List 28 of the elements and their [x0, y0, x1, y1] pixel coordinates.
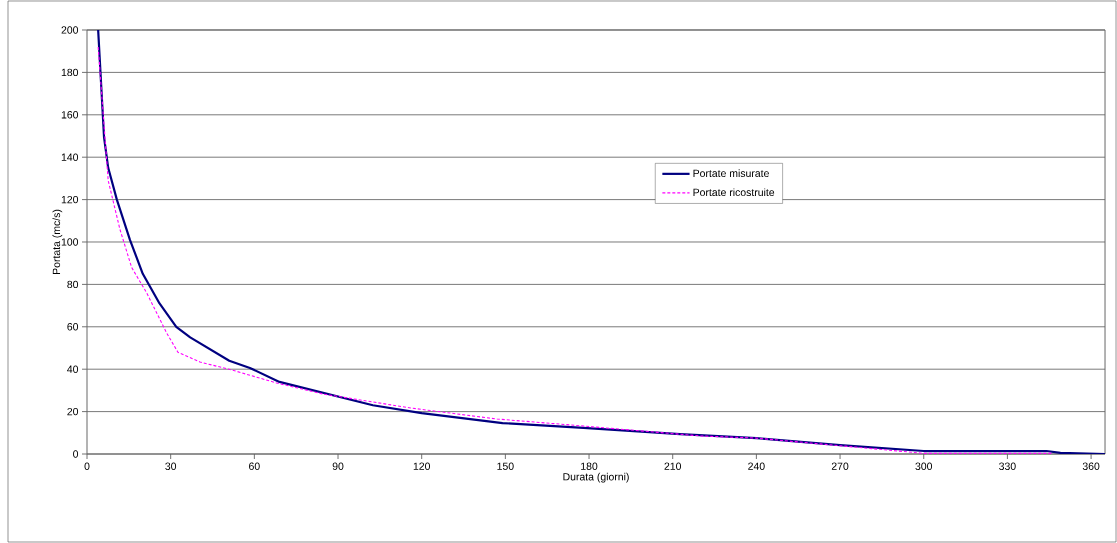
x-tick-label: 120 — [413, 462, 431, 470]
x-tick-label: 240 — [748, 462, 765, 470]
y-tick-label: 0 — [73, 450, 79, 458]
x-tick-label: 300 — [915, 462, 933, 470]
y-tick-label: 60 — [67, 323, 79, 331]
x-tick-label: 60 — [249, 462, 260, 470]
x-tick-label: 150 — [497, 462, 514, 470]
legend-label: Portate ricostruite — [693, 188, 775, 197]
y-tick-label: 20 — [67, 407, 79, 416]
y-tick-label: 100 — [61, 238, 79, 246]
x-axis-title: Durata (giorni) — [563, 472, 629, 483]
y-tick-label: 80 — [67, 280, 79, 289]
legend-label: Portate misurate — [693, 169, 769, 178]
x-tick-label: 330 — [999, 462, 1016, 470]
y-tick-label: 160 — [61, 111, 79, 119]
y-tick-label: 120 — [61, 195, 79, 204]
x-tick-label: 0 — [84, 462, 90, 470]
y-axis-title: Portata (mc/s) — [52, 209, 63, 274]
y-tick-label: 200 — [61, 26, 79, 34]
y-tick-label: 140 — [61, 153, 79, 161]
x-tick-label: 210 — [664, 462, 682, 470]
y-tick-label: 40 — [67, 365, 79, 373]
y-tick-label: 180 — [61, 68, 79, 77]
x-tick-label: 180 — [581, 462, 598, 470]
x-tick-label: 270 — [831, 462, 849, 470]
x-tick-label: 360 — [1082, 462, 1100, 470]
x-tick-label: 30 — [165, 462, 177, 470]
x-tick-label: 90 — [332, 462, 344, 470]
